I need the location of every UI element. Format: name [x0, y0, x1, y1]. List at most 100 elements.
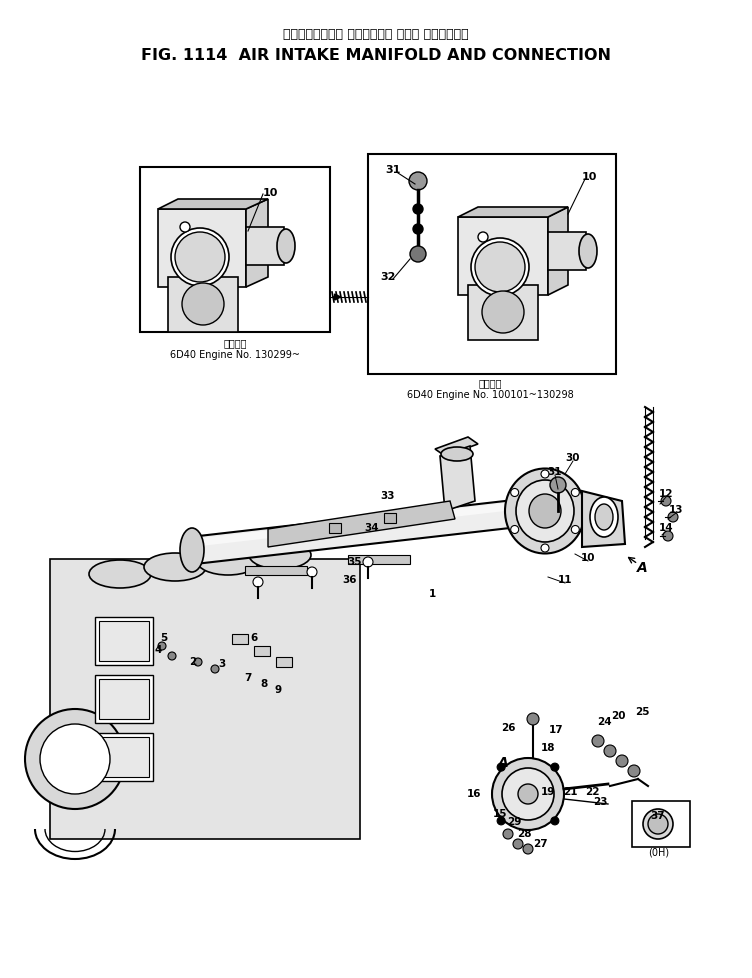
Polygon shape — [268, 502, 455, 548]
Ellipse shape — [171, 229, 229, 287]
Text: A: A — [498, 755, 508, 770]
Polygon shape — [192, 500, 540, 548]
Bar — [99, 680, 149, 719]
Bar — [254, 646, 270, 656]
Ellipse shape — [471, 239, 529, 296]
Text: 1: 1 — [429, 589, 435, 599]
Bar — [368, 155, 616, 375]
Bar — [140, 168, 330, 333]
Circle shape — [25, 709, 125, 809]
Bar — [245, 566, 307, 575]
Circle shape — [550, 477, 566, 494]
Text: 13: 13 — [669, 505, 684, 514]
Ellipse shape — [144, 554, 206, 581]
Text: 14: 14 — [659, 522, 673, 532]
Circle shape — [511, 489, 519, 497]
Ellipse shape — [475, 243, 525, 292]
Bar — [458, 218, 548, 295]
Text: (0H): (0H) — [648, 847, 669, 857]
Circle shape — [497, 817, 505, 825]
Text: 18: 18 — [541, 742, 555, 752]
Circle shape — [648, 814, 668, 834]
Circle shape — [523, 844, 533, 854]
Circle shape — [663, 531, 673, 542]
Text: 33: 33 — [381, 491, 396, 501]
Bar — [632, 801, 690, 847]
Text: FIG. 1114  AIR INTAKE MANIFOLD AND CONNECTION: FIG. 1114 AIR INTAKE MANIFOLD AND CONNEC… — [141, 48, 611, 63]
Text: 10: 10 — [581, 553, 596, 562]
Circle shape — [492, 758, 564, 830]
Circle shape — [307, 567, 317, 577]
Bar — [548, 233, 586, 271]
Text: 4: 4 — [154, 645, 162, 654]
Text: 3: 3 — [218, 658, 226, 668]
Circle shape — [572, 489, 579, 497]
Circle shape — [551, 764, 559, 772]
Text: 31: 31 — [385, 165, 400, 175]
Text: 7: 7 — [244, 672, 252, 683]
Bar — [168, 278, 238, 333]
Bar — [99, 737, 149, 778]
Bar — [158, 210, 246, 288]
Circle shape — [497, 764, 505, 772]
Bar — [329, 523, 341, 533]
Ellipse shape — [89, 560, 151, 589]
Bar — [232, 635, 248, 645]
Circle shape — [194, 658, 202, 666]
Text: 10: 10 — [263, 188, 278, 198]
Text: 35: 35 — [347, 556, 362, 566]
Circle shape — [592, 735, 604, 747]
Text: 25: 25 — [635, 706, 649, 716]
Circle shape — [661, 497, 671, 507]
Bar — [246, 228, 284, 266]
Circle shape — [168, 652, 176, 660]
Ellipse shape — [516, 480, 574, 543]
Text: 34: 34 — [365, 522, 379, 532]
Bar — [95, 676, 153, 724]
Ellipse shape — [595, 505, 613, 530]
Text: 8: 8 — [260, 679, 268, 689]
Circle shape — [551, 817, 559, 825]
Circle shape — [616, 755, 628, 767]
Text: 24: 24 — [596, 716, 611, 727]
Bar — [50, 559, 360, 839]
Text: 17: 17 — [549, 725, 563, 734]
Polygon shape — [158, 200, 268, 210]
Polygon shape — [458, 207, 568, 218]
Polygon shape — [582, 492, 625, 548]
Circle shape — [541, 545, 549, 553]
Circle shape — [253, 577, 263, 588]
Circle shape — [158, 643, 166, 650]
Text: 22: 22 — [585, 786, 599, 796]
Ellipse shape — [182, 284, 224, 326]
Circle shape — [518, 784, 538, 804]
Bar — [99, 621, 149, 661]
Text: エアーインテーク マニホールド および コネクション: エアーインテーク マニホールド および コネクション — [284, 28, 468, 41]
Circle shape — [502, 768, 554, 821]
Text: 5: 5 — [160, 633, 168, 643]
Text: 36: 36 — [343, 574, 357, 585]
Text: 15: 15 — [493, 808, 508, 819]
Text: 23: 23 — [593, 796, 608, 806]
Text: 2: 2 — [190, 656, 196, 666]
Text: 10: 10 — [582, 172, 597, 182]
Circle shape — [643, 809, 673, 839]
Circle shape — [413, 204, 423, 215]
Text: 16: 16 — [467, 788, 481, 798]
Bar — [384, 513, 396, 523]
Bar — [348, 556, 410, 564]
Circle shape — [363, 557, 373, 567]
Circle shape — [541, 470, 549, 478]
Text: 9: 9 — [274, 685, 281, 694]
Circle shape — [527, 713, 539, 726]
Circle shape — [604, 745, 616, 757]
Polygon shape — [246, 200, 268, 288]
Ellipse shape — [482, 291, 524, 333]
Circle shape — [513, 839, 523, 849]
Text: 29: 29 — [507, 817, 521, 826]
Circle shape — [410, 246, 426, 263]
Ellipse shape — [590, 498, 618, 538]
Text: 6: 6 — [250, 633, 258, 643]
Text: 6D40 Engine No. 100101~130298: 6D40 Engine No. 100101~130298 — [407, 389, 573, 400]
Text: 適用号艦: 適用号艦 — [478, 378, 502, 387]
